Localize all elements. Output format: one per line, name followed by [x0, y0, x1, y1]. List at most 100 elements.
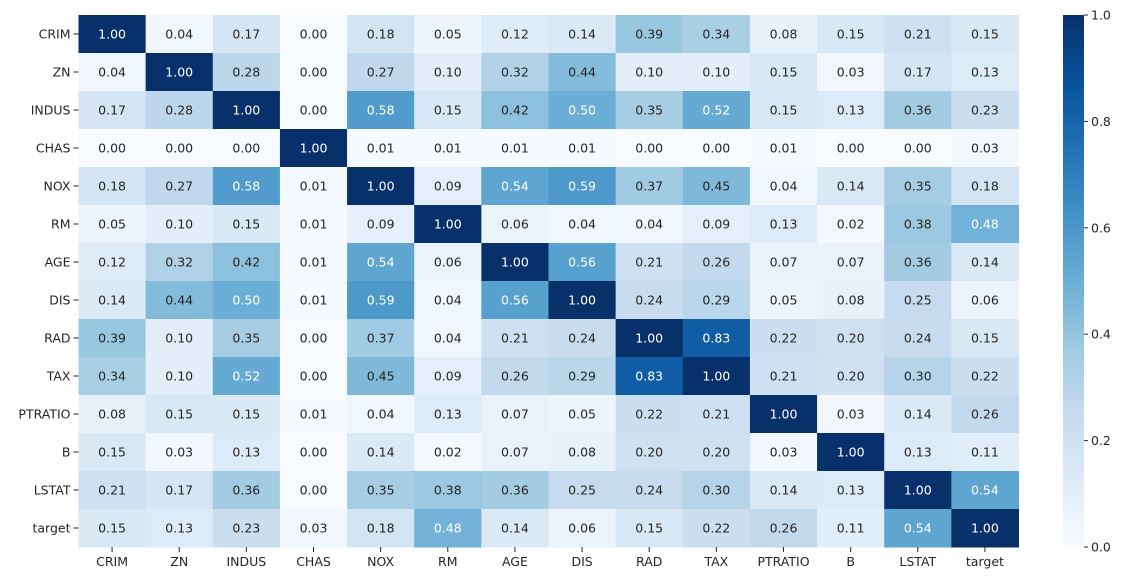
- cell-annotation: 0.26: [971, 407, 999, 422]
- heatmap-cell: [212, 281, 281, 320]
- cell-annotation: 0.08: [837, 293, 865, 308]
- heatmap-cell: [78, 281, 147, 320]
- cell-annotation: 0.58: [232, 179, 260, 194]
- cell-annotation: 0.09: [367, 217, 395, 232]
- cell-annotation: 0.15: [98, 445, 126, 460]
- heatmap-cell: [615, 471, 684, 510]
- cell-annotation: 0.42: [232, 255, 260, 270]
- heatmap-cell: [414, 167, 482, 206]
- cell-annotation: 0.08: [568, 445, 596, 460]
- cell-annotation: 0.07: [501, 407, 529, 422]
- heatmap-cell: [145, 15, 214, 54]
- heatmap-cell: [749, 129, 818, 168]
- heatmap-cell: [682, 433, 751, 472]
- heatmap-cell: [951, 471, 1019, 510]
- cell-annotation: 0.04: [434, 331, 462, 346]
- cell-annotation: 0.10: [165, 217, 193, 232]
- heatmap-cell: [481, 243, 549, 282]
- heatmap-cell: [817, 167, 885, 206]
- cell-annotation: 0.83: [702, 331, 730, 346]
- cell-annotation: 0.21: [770, 369, 798, 384]
- heatmap-cell: [884, 281, 952, 320]
- cell-annotation: 0.22: [971, 369, 999, 384]
- cell-annotation: 0.00: [300, 445, 328, 460]
- cell-annotation: 0.08: [770, 27, 798, 42]
- heatmap-cell: [817, 319, 885, 358]
- heatmap-cell: [347, 395, 415, 434]
- cell-annotation: 0.20: [702, 445, 730, 460]
- heatmap-cell: [884, 243, 952, 282]
- heatmap-cell: [817, 395, 885, 434]
- heatmap-cell: [817, 357, 885, 396]
- heatmap-cell: [749, 319, 818, 358]
- cell-annotation: 0.58: [367, 103, 395, 118]
- y-tick-label: PTRATIO: [18, 407, 70, 422]
- cell-annotation: 0.20: [837, 331, 865, 346]
- cell-annotation: 0.01: [501, 141, 529, 156]
- heatmap-cell: [78, 15, 147, 54]
- cell-annotation: 0.32: [165, 255, 193, 270]
- heatmap-cell: [212, 433, 281, 472]
- cell-annotation: 0.42: [501, 103, 529, 118]
- cell-annotation: 0.15: [165, 407, 193, 422]
- heatmap-cell: [884, 509, 952, 548]
- cell-annotation: 0.03: [971, 141, 999, 156]
- cell-annotation: 0.48: [434, 521, 462, 536]
- cell-annotation: 0.83: [635, 369, 663, 384]
- cell-annotation: 0.28: [232, 65, 260, 80]
- heatmap-cell: [414, 509, 482, 548]
- heatmap-cell: [884, 53, 952, 92]
- cell-annotation: 0.00: [300, 369, 328, 384]
- heatmap-cell: [884, 15, 952, 54]
- cell-annotation: 0.04: [434, 293, 462, 308]
- heatmap-cell: [212, 471, 281, 510]
- cell-annotation: 0.26: [501, 369, 529, 384]
- cell-annotation: 0.45: [702, 179, 730, 194]
- cell-annotation: 0.25: [904, 293, 932, 308]
- heatmap-cell: [212, 167, 281, 206]
- y-tick-label: NOX: [44, 179, 71, 194]
- cell-annotation: 0.07: [770, 255, 798, 270]
- cell-annotation: 0.03: [300, 521, 328, 536]
- y-tick-label: RAD: [44, 331, 70, 346]
- heatmap-cell: [682, 15, 751, 54]
- heatmap-cell: [749, 53, 818, 92]
- heatmap-cell: [615, 243, 684, 282]
- heatmap-cell: [414, 395, 482, 434]
- heatmap-cell: [951, 433, 1019, 472]
- cell-annotation: 0.00: [165, 141, 193, 156]
- heatmap-cell: [347, 509, 415, 548]
- cell-annotation: 0.11: [971, 445, 999, 460]
- heatmap-cell: [481, 509, 549, 548]
- heatmap-cell: [212, 129, 281, 168]
- cell-annotation: 0.25: [568, 483, 596, 498]
- cell-annotation: 0.17: [165, 483, 193, 498]
- heatmap-cell: [481, 205, 549, 244]
- cell-annotation: 1.00: [568, 293, 596, 308]
- cell-annotation: 0.54: [367, 255, 395, 270]
- cell-annotation: 0.00: [635, 141, 663, 156]
- heatmap-cell: [548, 471, 617, 510]
- cell-annotation: 0.01: [300, 255, 328, 270]
- cell-annotation: 0.13: [770, 217, 798, 232]
- heatmap-cell: [414, 471, 482, 510]
- cell-annotation: 0.04: [635, 217, 663, 232]
- cell-annotation: 0.06: [501, 217, 529, 232]
- y-tick-label: LSTAT: [34, 483, 71, 498]
- heatmap-cell: [78, 357, 147, 396]
- cell-annotation: 0.13: [434, 407, 462, 422]
- heatmap-cell: [279, 319, 348, 358]
- cell-annotation: 0.07: [837, 255, 865, 270]
- cell-annotation: 0.38: [904, 217, 932, 232]
- heatmap-cell: [481, 357, 549, 396]
- heatmap-cell: [78, 319, 147, 358]
- cell-annotation: 0.00: [300, 483, 328, 498]
- heatmap-cell: [145, 205, 214, 244]
- heatmap-cell: [414, 433, 482, 472]
- cell-annotation: 0.06: [434, 255, 462, 270]
- cell-annotation: 0.24: [635, 293, 663, 308]
- cell-annotation: 0.15: [971, 27, 999, 42]
- heatmap-cell: [414, 205, 482, 244]
- cell-annotation: 0.21: [904, 27, 932, 42]
- heatmap-cell: [78, 53, 147, 92]
